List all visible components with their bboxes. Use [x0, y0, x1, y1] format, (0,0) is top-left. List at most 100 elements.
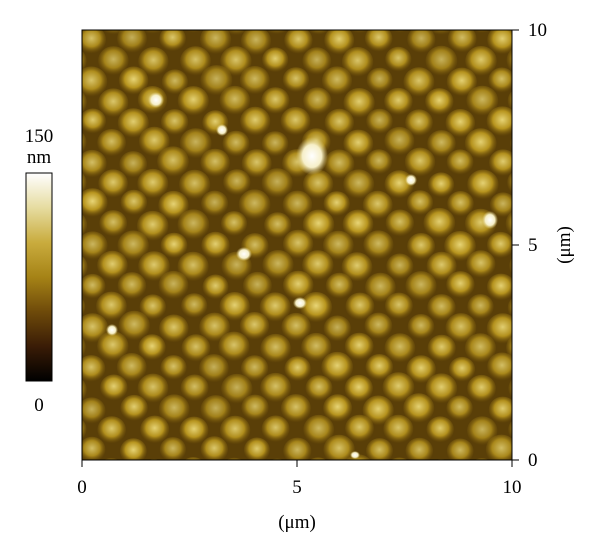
surface-bump: [222, 130, 250, 157]
surface-bump: [447, 191, 474, 217]
surface-bump: [140, 415, 170, 444]
surface-bump: [303, 414, 335, 445]
surface-bump: [266, 30, 288, 35]
surface-bump: [406, 190, 434, 216]
surface-bump: [509, 257, 512, 275]
surface-bump: [405, 271, 437, 301]
surface-bump: [302, 209, 335, 240]
surface-bump: [201, 190, 229, 217]
surface-bump: [308, 30, 330, 35]
surface-bump: [365, 354, 394, 381]
y-tick-label: 10: [528, 20, 547, 41]
surface-bump: [343, 129, 374, 158]
surface-bump: [117, 108, 149, 138]
surface-bump: [138, 334, 166, 361]
surface-bump: [407, 30, 436, 53]
bright-particle: [482, 211, 498, 229]
surface-bump: [180, 374, 209, 402]
surface-bump: [82, 436, 106, 460]
surface-bump: [260, 372, 291, 403]
surface-bump: [261, 87, 290, 114]
surface-bump: [82, 50, 87, 72]
surface-bump: [219, 292, 250, 321]
surface-bump: [118, 66, 149, 95]
surface-bump: [428, 172, 455, 198]
surface-bump: [284, 356, 311, 382]
bright-particle: [405, 174, 417, 186]
bright-particle: [106, 324, 118, 336]
surface-bump: [343, 169, 375, 199]
surface-bump: [365, 149, 392, 175]
colorbar-unit-label: nm: [27, 147, 52, 168]
surface-bump: [282, 270, 314, 300]
surface-features: [82, 30, 512, 460]
surface-bump: [82, 298, 86, 315]
surface-bump: [224, 30, 248, 36]
surface-bump: [261, 168, 293, 198]
surface-bump: [220, 46, 252, 77]
surface-bump: [280, 394, 311, 423]
surface-bump: [179, 128, 212, 159]
surface-bump: [345, 292, 375, 320]
surface-bump: [426, 416, 454, 443]
surface-bump: [82, 355, 106, 382]
surface-bump: [120, 189, 148, 216]
surface-bump: [226, 457, 242, 460]
surface-bump: [505, 211, 512, 236]
surface-bump: [200, 148, 230, 177]
surface-bump: [199, 354, 229, 383]
surface-bump: [200, 436, 228, 460]
surface-bump: [465, 46, 497, 76]
surface-bump: [384, 126, 415, 156]
surface-bump: [100, 374, 128, 401]
surface-bump: [446, 67, 477, 97]
surface-bump: [384, 292, 413, 320]
surface-bump: [341, 252, 373, 282]
surface-bump: [323, 434, 355, 460]
surface-bump: [218, 331, 250, 362]
surface-bump: [239, 66, 270, 95]
surface-bump: [137, 373, 169, 403]
surface-bump: [284, 30, 313, 54]
surface-bump: [302, 47, 332, 75]
surface-bump: [160, 355, 187, 380]
surface-bump: [302, 169, 334, 199]
surface-bump: [158, 190, 189, 220]
surface-bump: [445, 109, 476, 138]
surface-bump: [489, 149, 512, 176]
surface-bump: [446, 438, 474, 460]
surface-bump: [262, 47, 289, 73]
surface-bump: [344, 374, 373, 402]
surface-bump: [82, 172, 87, 193]
colorbar-min-label: 0: [34, 395, 44, 416]
surface-bump: [323, 315, 351, 342]
surface-bump: [82, 188, 108, 217]
surface-bump: [103, 458, 119, 460]
surface-bump: [426, 251, 457, 281]
surface-bump: [364, 312, 393, 339]
surface-bump: [82, 419, 87, 440]
surface-bump: [506, 48, 512, 72]
surface-bump: [177, 86, 209, 116]
surface-bump: [384, 87, 413, 116]
surface-bump: [345, 414, 374, 443]
bright-particle: [293, 297, 307, 309]
surface-bump: [117, 272, 147, 300]
surface-bump: [300, 292, 333, 323]
surface-bump: [447, 30, 477, 53]
surface-bump: [261, 131, 289, 157]
y-axis: 0 5 10 (μm): [511, 20, 575, 471]
surface-bump: [138, 126, 170, 157]
surface-bump: [324, 108, 354, 137]
surface-bump: [159, 437, 186, 460]
surface-bump: [82, 337, 86, 357]
surface-bump: [280, 107, 311, 136]
surface-bump: [98, 46, 129, 76]
surface-bump: [385, 46, 412, 72]
surface-bump: [507, 90, 512, 111]
surface-bump: [283, 437, 312, 460]
surface-bump: [386, 253, 414, 280]
surface-bump: [181, 334, 211, 362]
surface-bump: [489, 192, 512, 218]
surface-bump: [179, 416, 209, 444]
